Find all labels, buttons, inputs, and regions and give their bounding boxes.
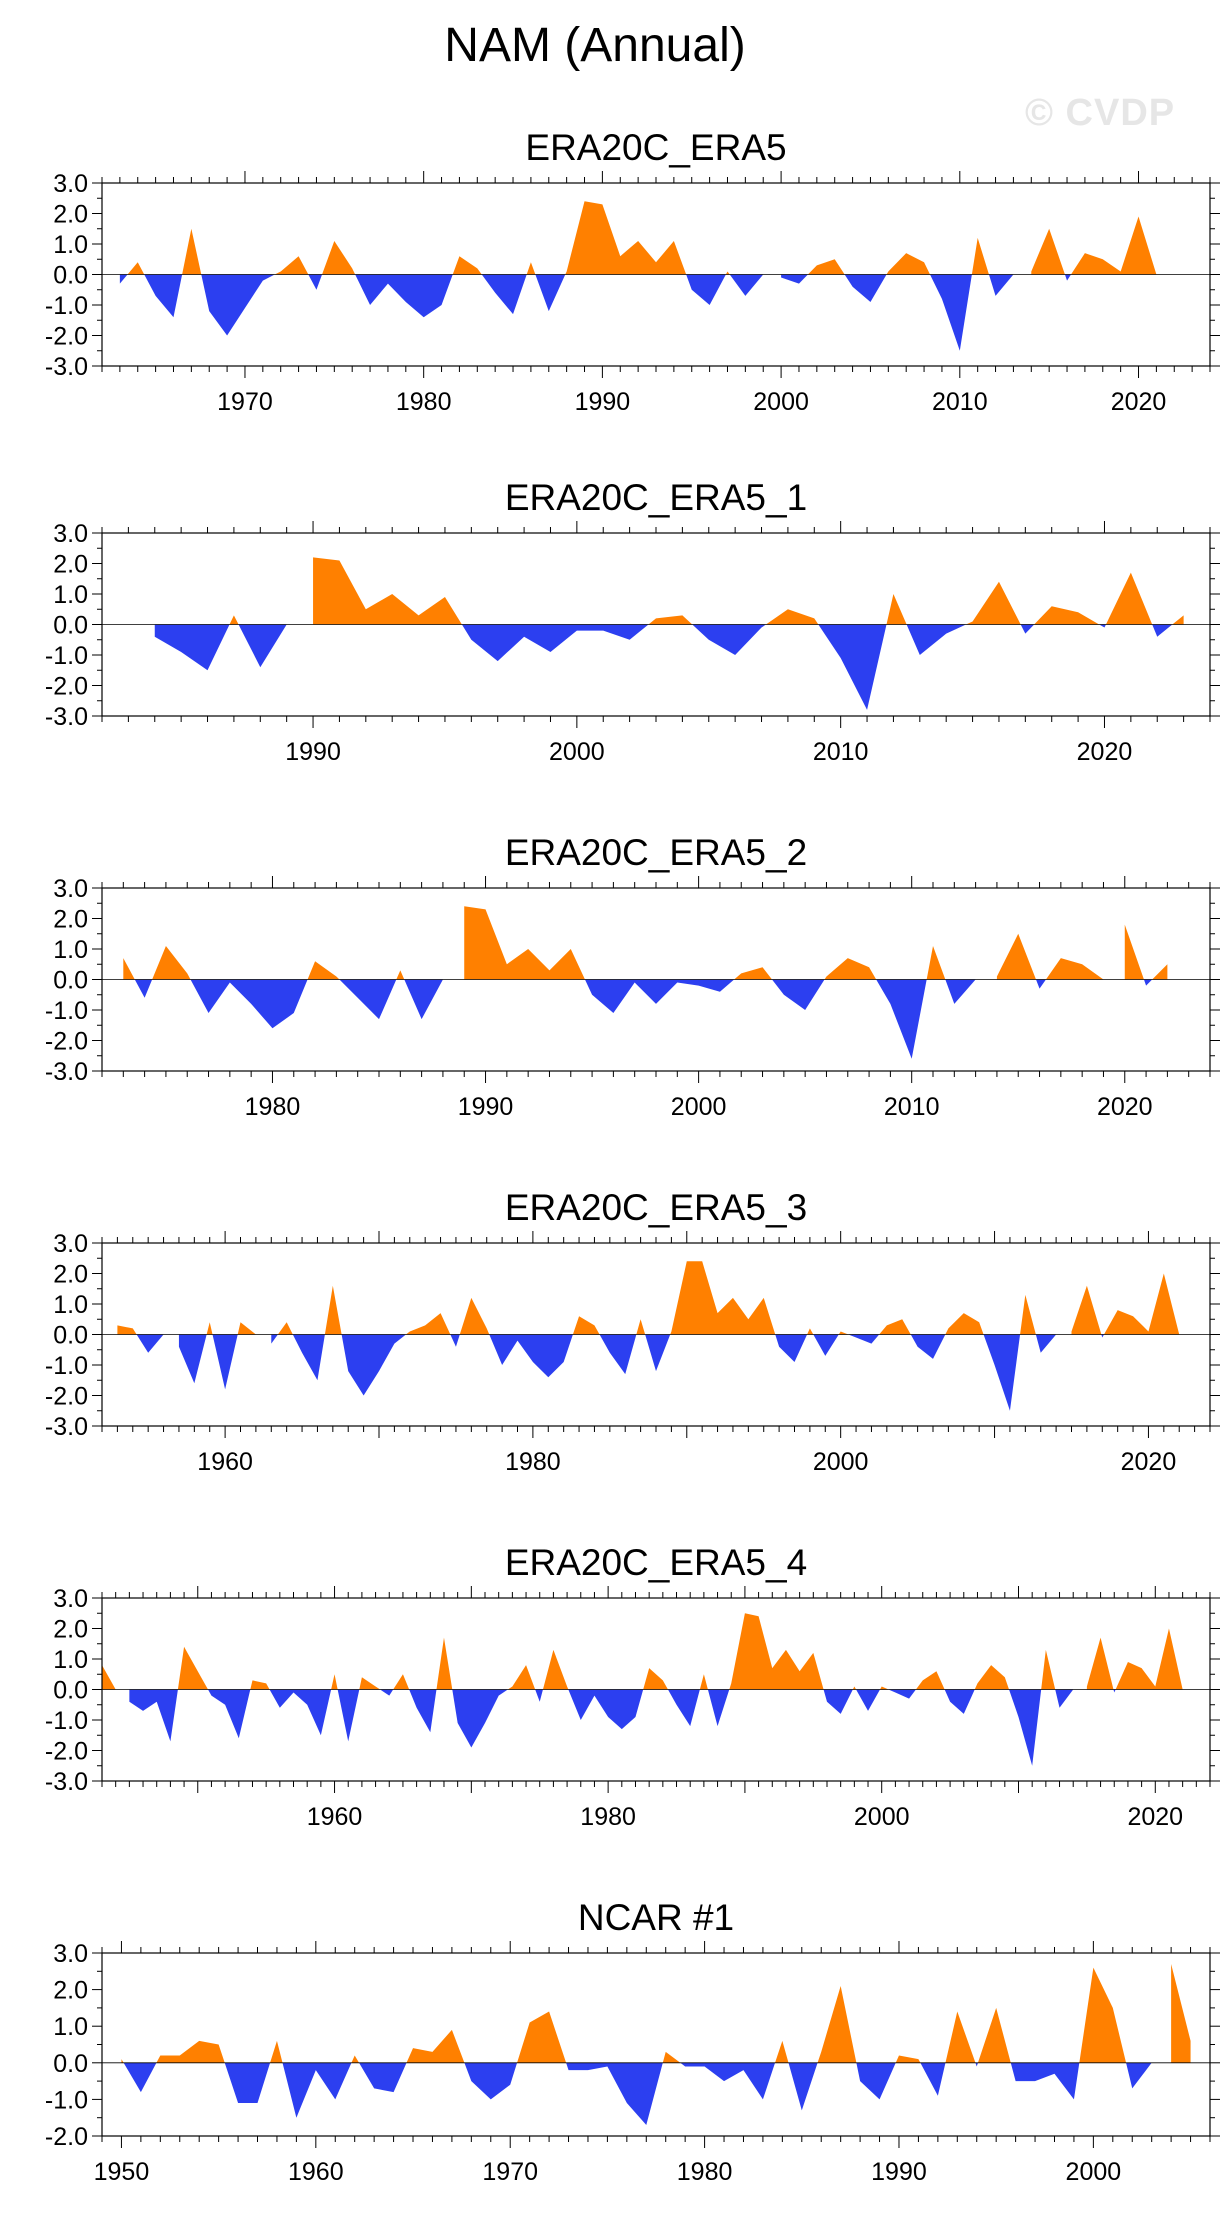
x-tick-label: 1970	[482, 2158, 538, 2186]
y-tick-label: 1.0	[53, 231, 88, 259]
x-tick-label: 2020	[1127, 1803, 1183, 1831]
x-tick-label: 1990	[285, 738, 341, 766]
y-tick-label: 0.0	[53, 1677, 88, 1705]
x-tick-label: 1960	[197, 1448, 253, 1476]
chart-panel-era20c-era5-4: ERA20C_ERA5_4 3.0 2.01.0 0.0-1.0 -2.0-3.0 196…	[45, 1542, 1220, 1831]
x-tick-label: 2020	[1077, 738, 1133, 766]
y-tick-label: 3.0	[53, 1230, 88, 1258]
x-tick-label: 2000	[1066, 2158, 1122, 2186]
chart-title: ERA20C_ERA5_4	[505, 1542, 807, 1583]
chart-title: ERA20C_ERA5_2	[505, 832, 807, 873]
y-tick-label: 0.0	[53, 967, 88, 995]
y-tick-label: 2.0	[53, 1977, 88, 2005]
y-tick-label: 3.0	[53, 520, 88, 548]
x-tick-label: 2000	[854, 1803, 910, 1831]
y-tick-label: 2.0	[53, 1261, 88, 1289]
cvdp-watermark: © CVDP	[1025, 92, 1176, 134]
y-tick-label: 1.0	[53, 936, 88, 964]
y-tick-label: -2.0	[45, 2123, 88, 2151]
series-negative-area	[123, 2062, 1152, 2126]
y-tick-label: 3.0	[53, 170, 88, 198]
x-tick-label: 1980	[396, 388, 452, 416]
chart-title: ERA20C_ERA5_3	[505, 1187, 807, 1228]
series-positive-area	[229, 557, 1184, 625]
y-tick-label: -1.0	[45, 1352, 88, 1380]
chart-title: NCAR #1	[578, 1897, 734, 1938]
series-negative-area	[119, 274, 1072, 351]
x-tick-label: 2020	[1097, 1093, 1153, 1121]
x-tick-label: 2010	[932, 388, 988, 416]
y-tick-label: -2.0	[45, 323, 88, 351]
x-tick-label: 1950	[94, 2158, 150, 2186]
y-tick-label: -3.0	[45, 1058, 88, 1086]
x-tick-label: 1980	[245, 1093, 301, 1121]
y-tick-label: 1.0	[53, 1291, 88, 1319]
x-tick-label: 2000	[813, 1448, 869, 1476]
x-tick-label: 1980	[505, 1448, 561, 1476]
y-tick-label: -1.0	[45, 2086, 88, 2114]
x-tick-label: 1960	[288, 2158, 344, 2186]
x-tick-label: 1990	[871, 2158, 927, 2186]
page-title: NAM (Annual)	[444, 19, 746, 72]
y-tick-label: -1.0	[45, 292, 88, 320]
x-tick-label: 2010	[813, 738, 869, 766]
y-tick-label: 1.0	[53, 581, 88, 609]
y-tick-label: 1.0	[53, 2013, 88, 2041]
x-tick-label: 1990	[575, 388, 631, 416]
series-negative-area	[136, 1334, 1104, 1411]
series-negative-area	[154, 624, 1173, 710]
y-tick-label: 0.0	[53, 262, 88, 290]
y-tick-label: 3.0	[53, 1585, 88, 1613]
y-tick-label: -3.0	[45, 353, 88, 381]
series-negative-area	[129, 1689, 1116, 1766]
series-positive-area	[102, 1613, 1197, 1690]
y-tick-label: 2.0	[53, 1616, 88, 1644]
y-tick-label: -2.0	[45, 1738, 88, 1766]
y-tick-label: -2.0	[45, 1028, 88, 1056]
y-tick-label: 3.0	[53, 1940, 88, 1968]
series-positive-area	[123, 906, 1168, 980]
x-tick-label: 2020	[1121, 1448, 1177, 1476]
y-tick-label: 1.0	[53, 1646, 88, 1674]
y-tick-label: 2.0	[53, 551, 88, 579]
chart-panel-era20c-era5: ERA20C_ERA5 3.0 2.01.0 0.0-1.0 -2.0-3.0 1970 1…	[45, 127, 1220, 416]
chart-panel-era20c-era5-2: ERA20C_ERA5_2 3.0 2.01.0 0.0-1.0 -2.0-3.0 198…	[45, 832, 1220, 1121]
y-tick-label: -2.0	[45, 673, 88, 701]
plot-frame	[101, 1952, 1211, 2137]
x-tick-label: 2020	[1111, 388, 1167, 416]
y-tick-label: 2.0	[53, 906, 88, 934]
series-positive-area	[127, 201, 1175, 275]
x-tick-label: 1970	[217, 388, 273, 416]
y-tick-label: -3.0	[45, 1768, 88, 1796]
y-tick-label: -3.0	[45, 703, 88, 731]
y-tick-label: -1.0	[45, 1707, 88, 1735]
y-tick-label: 0.0	[53, 612, 88, 640]
y-tick-label: 3.0	[53, 875, 88, 903]
x-tick-label: 1960	[307, 1803, 363, 1831]
series-positive-area	[117, 1261, 1195, 1335]
y-tick-label: 0.0	[53, 2050, 88, 2078]
y-tick-label: -2.0	[45, 1383, 88, 1411]
x-tick-label: 2000	[671, 1093, 727, 1121]
x-tick-label: 1980	[677, 2158, 733, 2186]
x-tick-label: 2000	[753, 388, 809, 416]
chart-title: ERA20C_ERA5_1	[505, 477, 807, 518]
y-tick-label: 2.0	[53, 201, 88, 229]
chart-title: ERA20C_ERA5	[525, 127, 786, 168]
x-tick-label: 1980	[580, 1803, 636, 1831]
y-tick-label: -1.0	[45, 997, 88, 1025]
y-tick-label: -3.0	[45, 1413, 88, 1441]
chart-panel-era20c-era5-3: ERA20C_ERA5_3 3.0 2.01.0 0.0-1.0 -2.0-3.0 196…	[45, 1187, 1220, 1476]
y-tick-label: 0.0	[53, 1322, 88, 1350]
x-tick-label: 2010	[884, 1093, 940, 1121]
series-negative-area	[134, 979, 1153, 1059]
chart-panel-era20c-era5-1: ERA20C_ERA5_1 3.0 2.01.0 0.0-1.0 -2.0-3.0 199…	[45, 477, 1220, 766]
x-tick-label: 2000	[549, 738, 605, 766]
x-tick-label: 1990	[458, 1093, 514, 1121]
y-tick-label: -1.0	[45, 642, 88, 670]
series-positive-area	[121, 1963, 1191, 2063]
